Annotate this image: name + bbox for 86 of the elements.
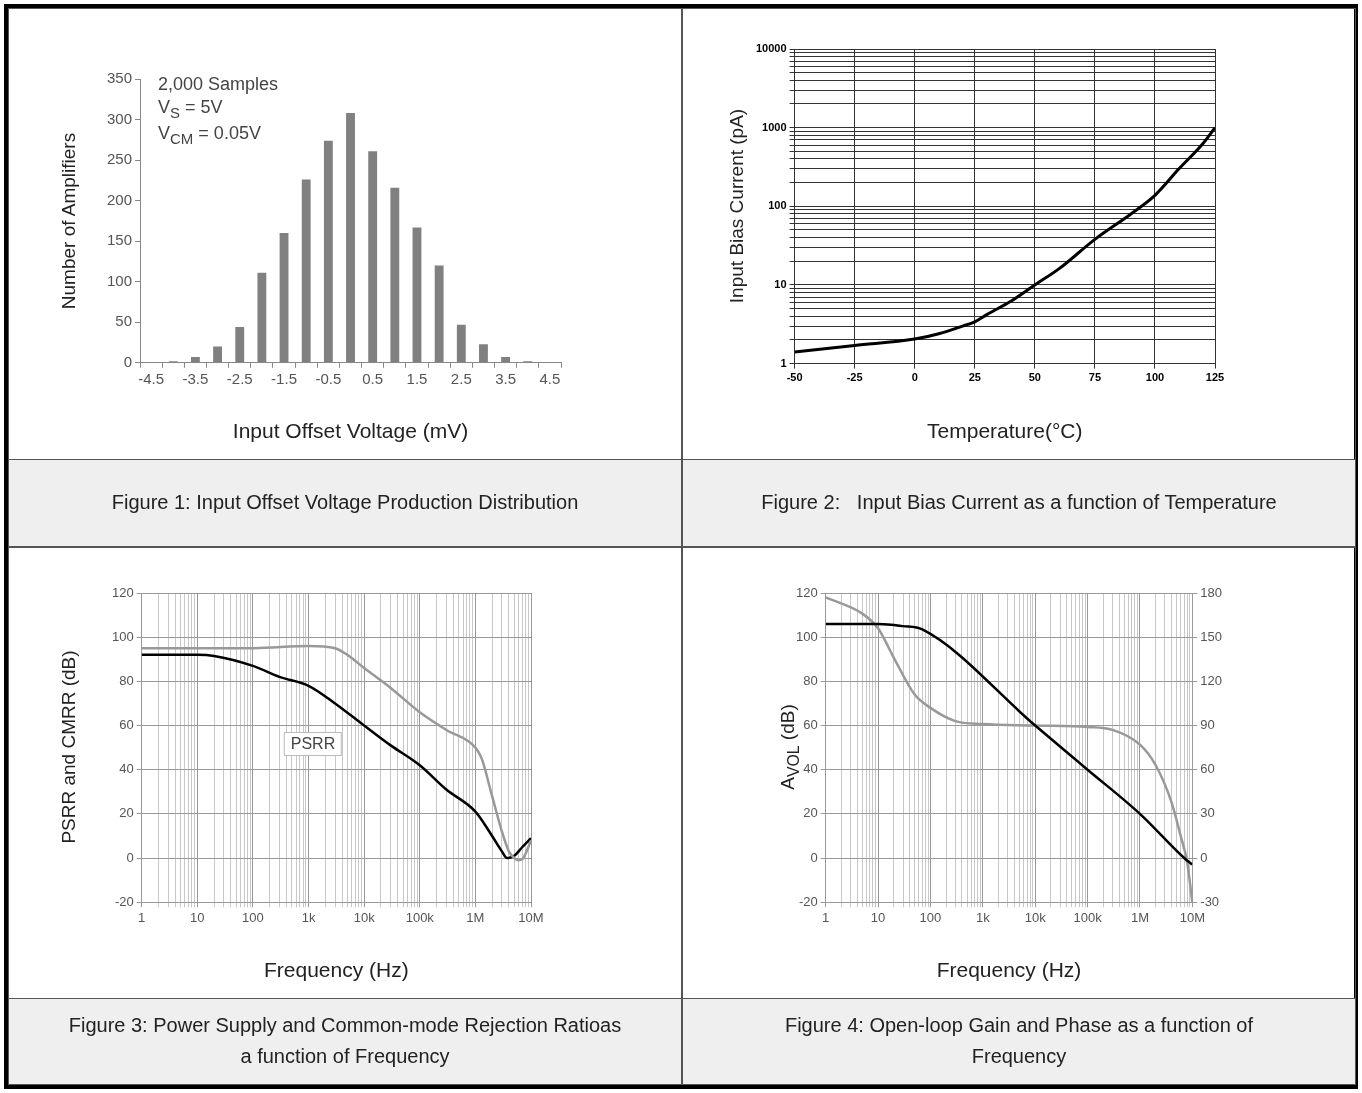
x-tick-label: 10k — [353, 909, 376, 925]
y-axis-title: Input Bias Current (pA) — [726, 109, 748, 304]
y2-tick-label: 60 — [1200, 760, 1215, 776]
y-tick-label: 0 — [126, 849, 134, 865]
x-tick-label: -3.5 — [182, 369, 209, 387]
x-axis-title: Frequency (Hz) — [936, 957, 1082, 981]
x-tick-label: 1 — [138, 909, 146, 925]
x-tick-label: 100k — [405, 909, 435, 925]
y-tick-label: -20 — [798, 893, 818, 909]
y2-tick-label: 90 — [1200, 716, 1215, 732]
x-tick-label: 3.5 — [495, 369, 517, 387]
y-tick-label: 40 — [119, 760, 134, 776]
x-tick-label: 100 — [919, 909, 942, 925]
y-tick-label: 200 — [107, 190, 133, 208]
y-tick-label: 10 — [774, 277, 787, 290]
x-axis-title: Temperature(°C) — [927, 419, 1083, 443]
x-tick-label: 10 — [190, 909, 205, 925]
x-tick-label: 2.5 — [450, 369, 472, 387]
x-tick-label: 4.5 — [539, 369, 561, 387]
y2-tick-label: -30 — [1200, 893, 1220, 909]
y-axis-title: Number of Amplifiers — [58, 132, 80, 310]
y-tick-label: 120 — [795, 584, 818, 600]
x-tick-label: 1M — [466, 909, 485, 925]
x-tick-label: 0.5 — [362, 369, 384, 387]
y-tick-label: 20 — [803, 804, 818, 820]
y-tick-label: 100 — [795, 628, 818, 644]
y-tick-label: 20 — [119, 804, 134, 820]
x-tick-label: 10M — [1179, 909, 1205, 925]
y2-tick-label: 120 — [1200, 672, 1223, 688]
x-tick-label: 1M — [1130, 909, 1149, 925]
y-tick-label: 250 — [107, 150, 133, 168]
x-tick-label: -25 — [846, 371, 863, 384]
x-tick-label: 0 — [911, 371, 918, 384]
text: Figure 3: Power Supply and Common-mode Rejection Ratioas a function of Frequency — [9, 997, 681, 1084]
y-tick-label: 0 — [123, 352, 133, 370]
y-tick-label: 120 — [111, 584, 134, 600]
x-tick-label: 50 — [1028, 371, 1041, 384]
x-tick-label: 1.5 — [406, 369, 428, 387]
y-axis-title: PSRR and CMRR (dB) — [58, 650, 80, 844]
x-tick-label: 10M — [518, 909, 544, 925]
y-tick-label: 60 — [803, 716, 818, 732]
y-tick-label: 80 — [803, 672, 818, 688]
y-tick-label: 50 — [115, 312, 133, 330]
x-tick-label: 25 — [968, 371, 981, 384]
x-tick-label: 100 — [1145, 371, 1165, 384]
x-tick-label: -0.5 — [315, 369, 342, 387]
y-tick-label: 300 — [107, 109, 133, 127]
y-tick-label: 1000 — [762, 120, 787, 133]
y2-tick-label: 0 — [1200, 849, 1208, 865]
annotation: PSRR — [290, 734, 336, 754]
x-tick-label: 100k — [1073, 909, 1103, 925]
y-tick-label: 80 — [119, 672, 134, 688]
y-tick-label: 1 — [780, 356, 787, 369]
y2-tick-label: 180 — [1200, 584, 1223, 600]
y2-tick-label: 30 — [1200, 804, 1215, 820]
x-tick-label: 10 — [870, 909, 886, 925]
y-tick-label: 100 — [107, 271, 133, 289]
x-tick-label: -4.5 — [138, 369, 165, 387]
x-tick-label: -1.5 — [271, 369, 297, 387]
x-axis-title: Input Offset Voltage (mV) — [232, 419, 469, 443]
x-tick-label: 100 — [242, 909, 264, 925]
x-tick-label: -50 — [786, 371, 803, 384]
text: Figure 1: Input Offset Voltage Production Distribution — [9, 459, 681, 546]
y-tick-label: 0 — [810, 849, 818, 865]
y-tick-label: 100 — [768, 199, 787, 212]
annotation: V$_{CM}$ = 0.05V — [158, 121, 262, 149]
x-tick-label: 75 — [1088, 371, 1102, 384]
x-tick-label: 125 — [1205, 371, 1225, 384]
x-tick-label: 1k — [301, 909, 316, 925]
y-tick-label: 100 — [111, 628, 134, 644]
y-tick-label: 10000 — [755, 42, 787, 55]
y-tick-label: 150 — [107, 231, 133, 249]
y-tick-label: -20 — [114, 893, 134, 909]
text: Figure 2: Input Bias Current as a function of Temperature — [683, 459, 1355, 546]
x-tick-label: 1 — [822, 909, 830, 925]
x-axis-title: Frequency (Hz) — [263, 957, 409, 981]
annotation: 2,000 Samples — [158, 73, 279, 96]
annotation: V$_{S}$ = 5V — [158, 95, 224, 122]
y-tick-label: 60 — [119, 716, 134, 732]
y-tick-label: 350 — [107, 69, 133, 87]
text: Figure 4: Open-loop Gain and Phase as a function of Frequency — [683, 997, 1355, 1084]
x-tick-label: -2.5 — [226, 369, 253, 387]
y-tick-label: 40 — [803, 760, 818, 776]
x-tick-label: 1k — [975, 909, 991, 925]
x-tick-label: 10k — [1024, 909, 1047, 925]
y2-tick-label: 150 — [1200, 628, 1223, 644]
